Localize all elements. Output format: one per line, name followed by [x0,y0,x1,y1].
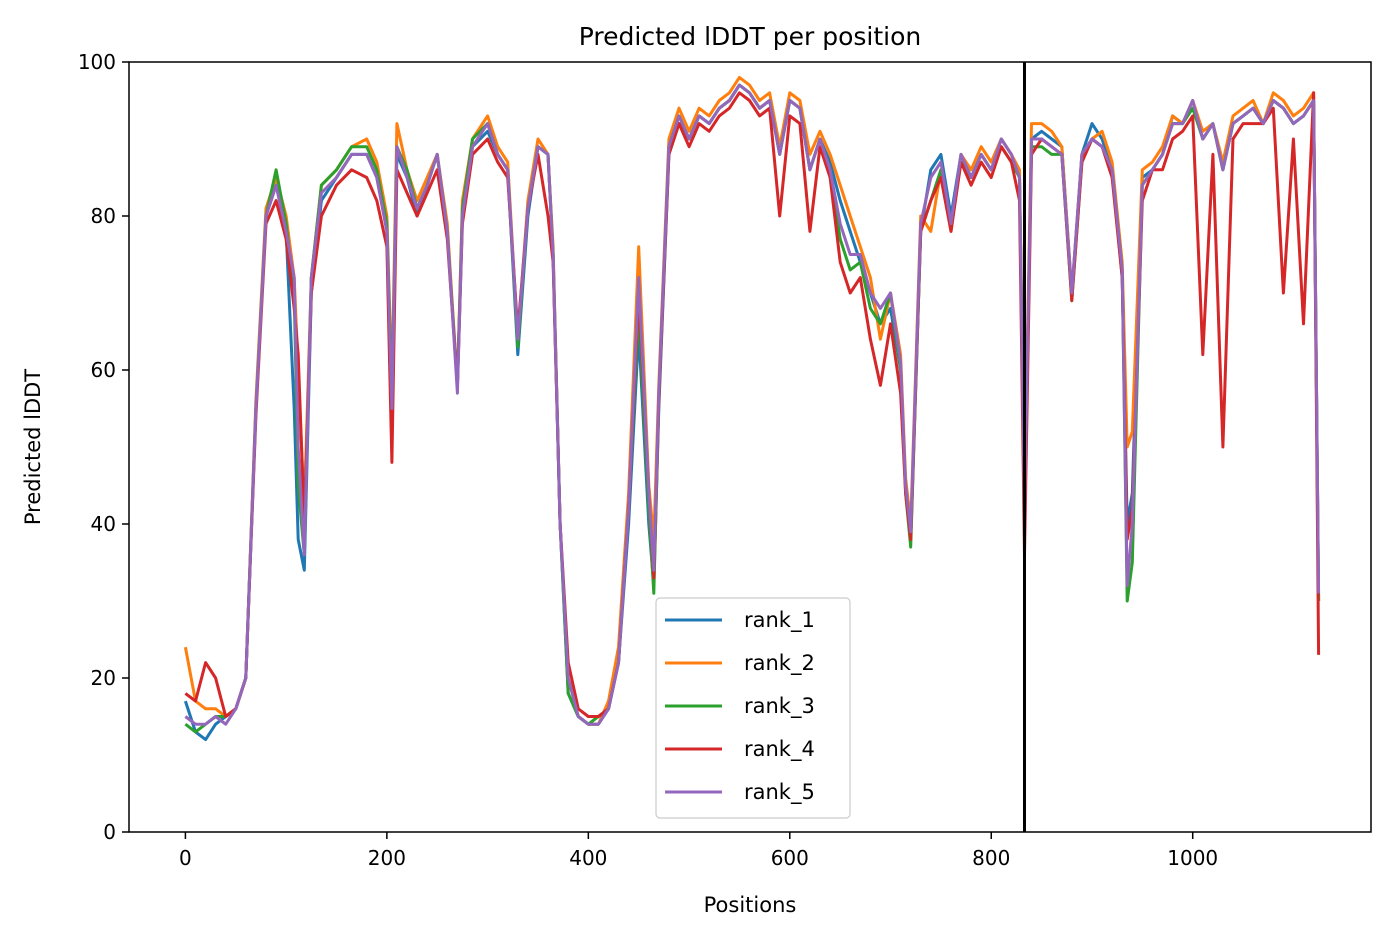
x-axis-label: Positions [704,893,797,917]
legend: rank_1 rank_2 rank_3 rank_4 rank_5 [655,597,851,819]
x-tick-label: 600 [771,846,809,870]
x-tick-label: 1000 [1167,846,1218,870]
y-axis-label: Predicted lDDT [21,369,45,525]
legend-box [655,597,851,819]
y-tick-label: 100 [78,50,116,74]
y-tick-label: 60 [91,358,116,382]
plot-frame [128,61,1372,833]
chart-title: Predicted lDDT per position [579,22,921,51]
y-tick-label: 0 [103,820,116,844]
legend-label-5: rank_5 [744,780,815,805]
x-tick-label: 200 [368,846,406,870]
x-axis: 0 200 400 600 800 1000 [179,832,1218,870]
series-line-4 [184,91,1321,718]
y-tick-label: 20 [91,666,116,690]
series-line-5 [184,83,1321,726]
y-tick-label: 80 [91,204,116,228]
x-tick-label: 0 [179,846,192,870]
series-layer [183,75,1321,742]
y-tick-label: 40 [91,512,116,536]
legend-label-3: rank_3 [744,694,815,719]
y-axis: 0 20 40 60 80 100 [78,50,129,844]
x-tick-label: 800 [972,846,1010,870]
x-tick-label: 400 [569,846,607,870]
legend-label-4: rank_4 [744,737,815,762]
legend-label-1: rank_1 [744,608,815,633]
legend-label-2: rank_2 [744,651,815,676]
